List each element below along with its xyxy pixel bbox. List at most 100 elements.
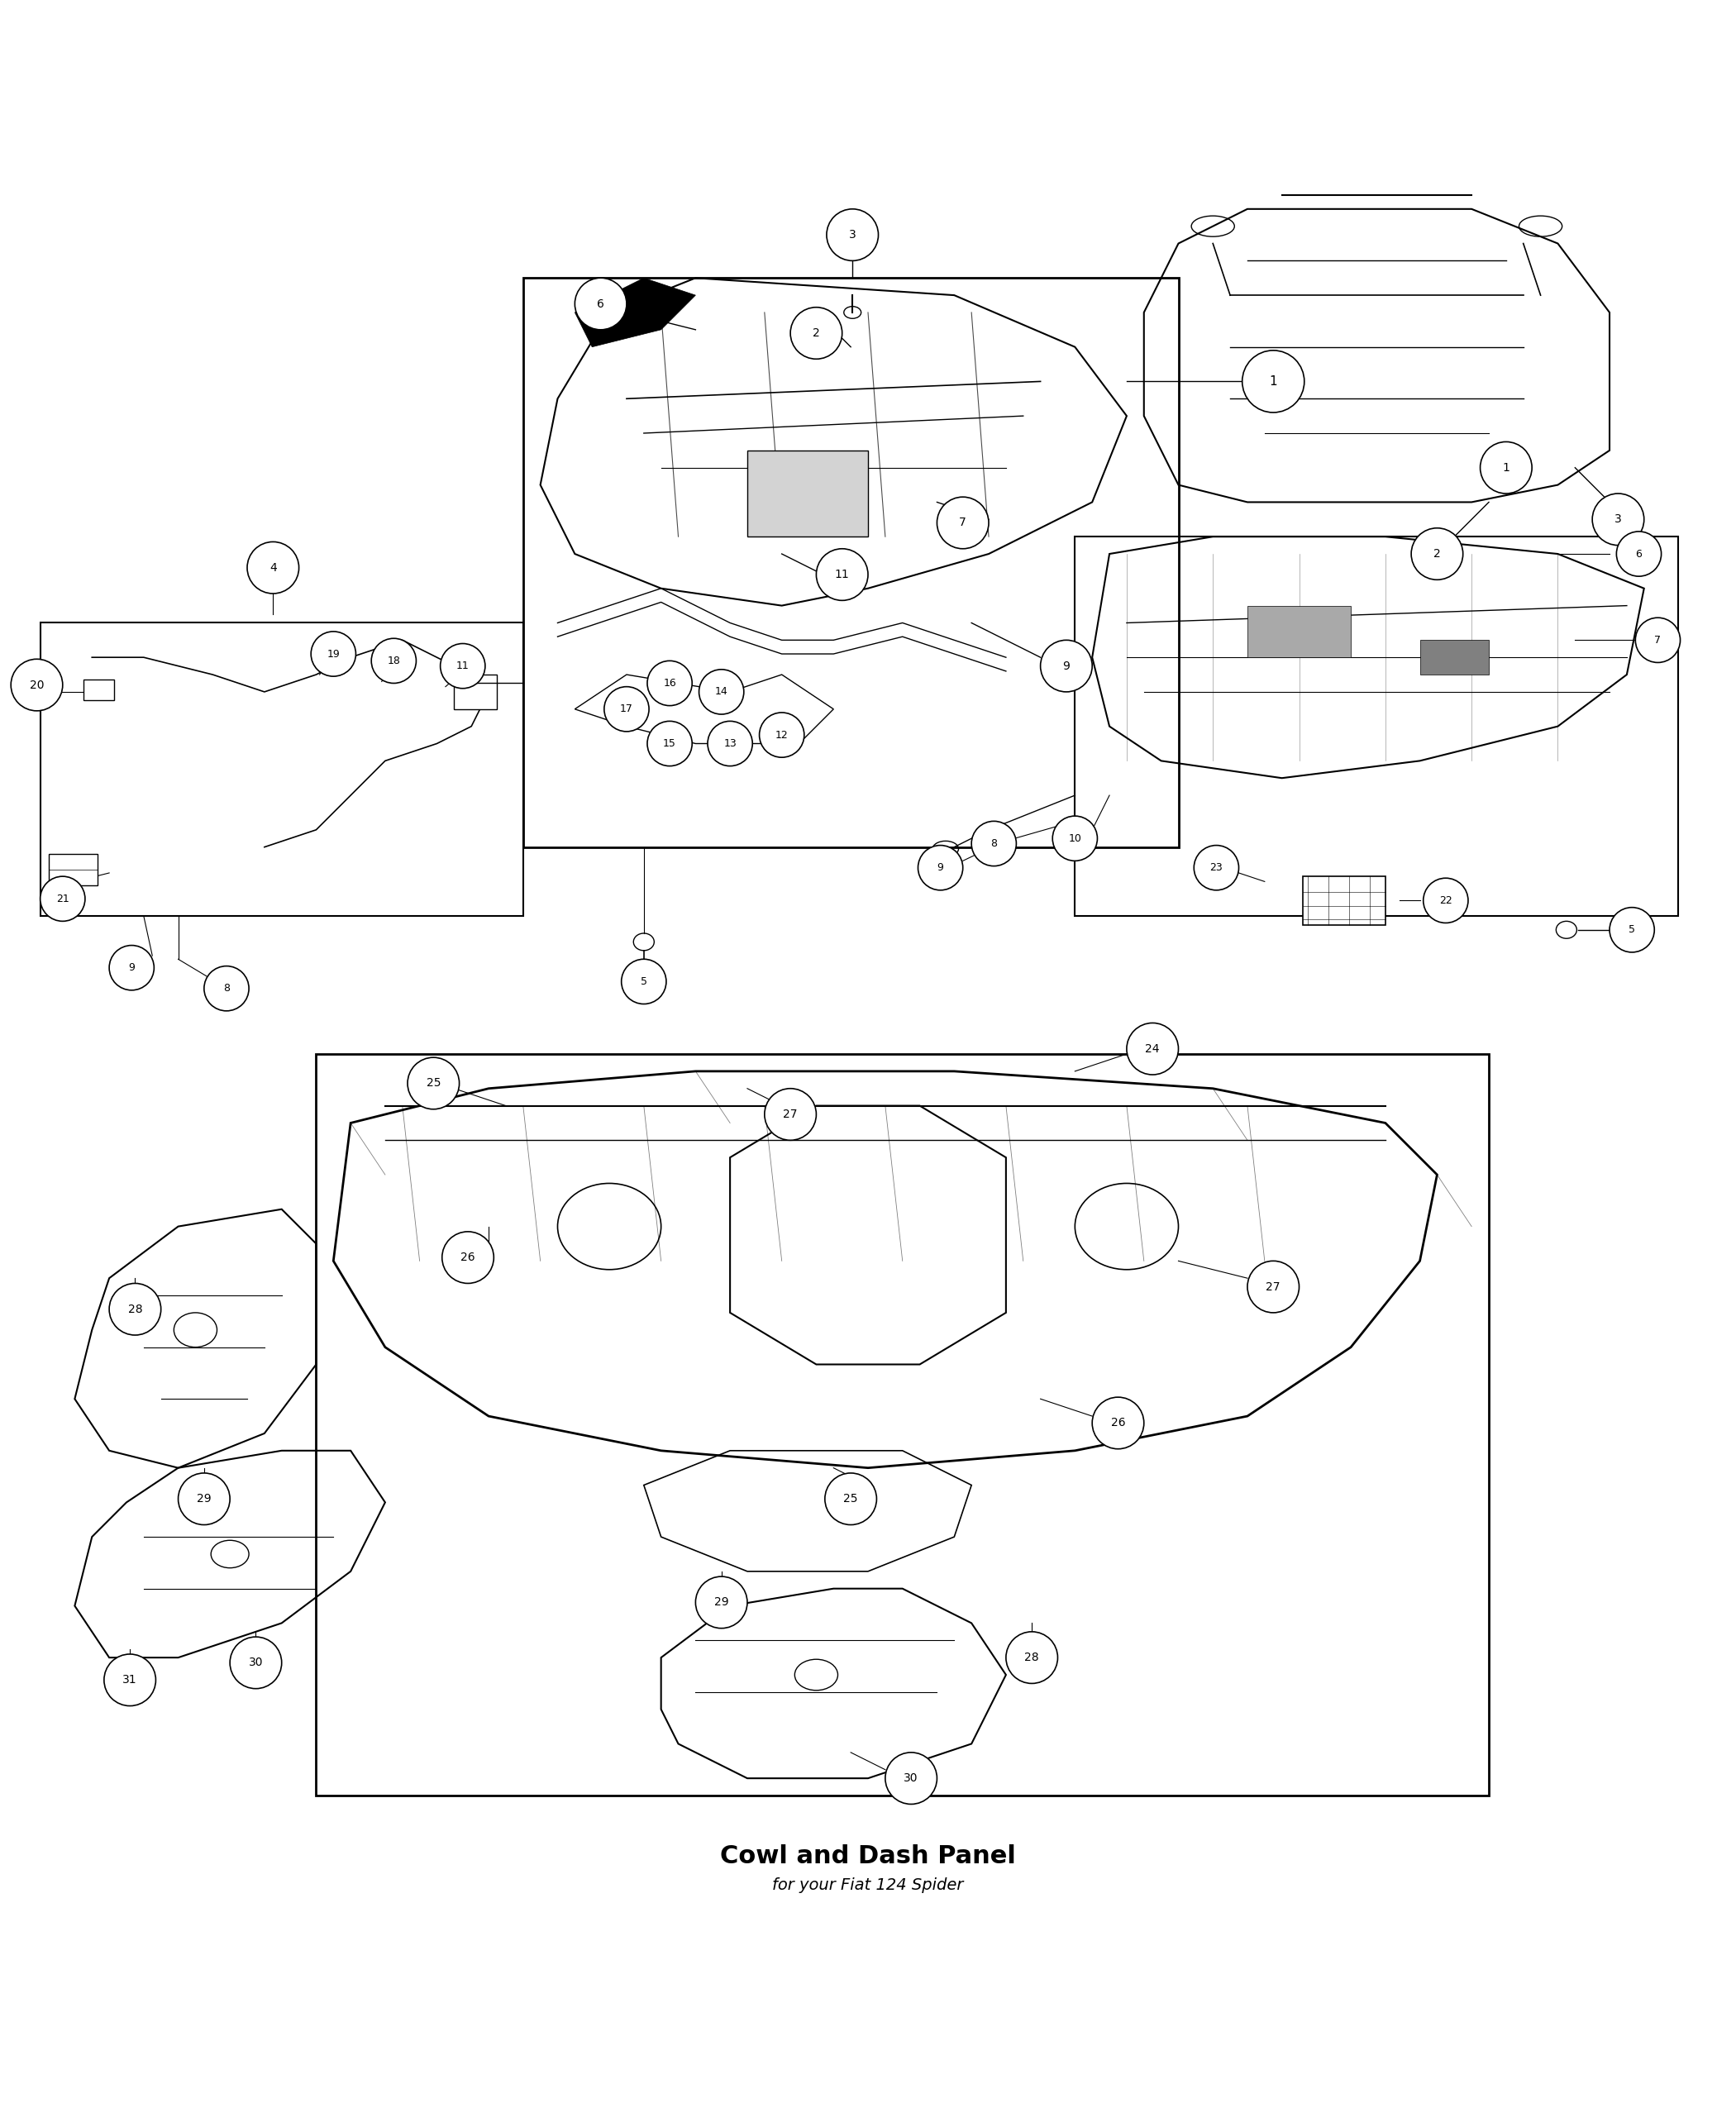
Circle shape <box>1592 493 1644 546</box>
Bar <box>316 1054 1489 1796</box>
Text: 30: 30 <box>904 1773 918 1783</box>
Text: 3: 3 <box>849 230 856 240</box>
Circle shape <box>937 497 990 548</box>
Circle shape <box>247 542 299 594</box>
Text: 9: 9 <box>1062 660 1069 672</box>
Circle shape <box>918 845 963 890</box>
Bar <box>455 675 496 708</box>
Text: 11: 11 <box>835 569 849 580</box>
Circle shape <box>759 713 804 757</box>
Circle shape <box>885 1752 937 1804</box>
Text: 19: 19 <box>326 649 340 660</box>
Circle shape <box>1411 527 1463 580</box>
Circle shape <box>826 209 878 261</box>
Circle shape <box>764 1088 816 1140</box>
Circle shape <box>1609 906 1654 953</box>
Text: 20: 20 <box>30 679 43 691</box>
Text: 16: 16 <box>663 679 677 689</box>
Circle shape <box>1052 816 1097 860</box>
Text: 23: 23 <box>1210 862 1222 873</box>
Circle shape <box>311 632 356 677</box>
Text: 14: 14 <box>715 687 727 698</box>
Text: 4: 4 <box>269 563 276 573</box>
Circle shape <box>1092 1398 1144 1448</box>
Bar <box>40 622 523 917</box>
Bar <box>1302 877 1385 925</box>
Circle shape <box>575 278 627 329</box>
Text: 11: 11 <box>457 660 469 670</box>
Text: 1: 1 <box>1269 375 1278 388</box>
Circle shape <box>1481 443 1531 493</box>
Text: 8: 8 <box>224 982 229 993</box>
Text: for your Fiat 124 Spider: for your Fiat 124 Spider <box>773 1878 963 1893</box>
Text: 7: 7 <box>1654 635 1661 645</box>
Text: 1: 1 <box>1502 462 1510 474</box>
Text: 29: 29 <box>713 1596 729 1608</box>
Circle shape <box>1127 1022 1179 1075</box>
Text: 25: 25 <box>427 1077 441 1090</box>
Text: 8: 8 <box>991 839 996 850</box>
Circle shape <box>205 965 248 1012</box>
Text: 13: 13 <box>724 738 736 748</box>
Circle shape <box>1635 618 1680 662</box>
Text: 2: 2 <box>812 327 819 339</box>
Bar <box>1248 605 1351 658</box>
Text: 2: 2 <box>1434 548 1441 561</box>
Text: 28: 28 <box>1024 1653 1040 1663</box>
Text: 29: 29 <box>196 1492 212 1505</box>
Circle shape <box>179 1473 229 1524</box>
Bar <box>746 451 868 538</box>
Circle shape <box>1616 531 1661 575</box>
Text: 30: 30 <box>248 1657 264 1670</box>
Circle shape <box>825 1473 877 1524</box>
Circle shape <box>700 670 743 715</box>
Circle shape <box>109 944 155 991</box>
Text: 27: 27 <box>783 1109 797 1119</box>
Circle shape <box>441 643 484 689</box>
Circle shape <box>104 1655 156 1705</box>
Text: 27: 27 <box>1266 1282 1281 1292</box>
Text: 6: 6 <box>1635 548 1642 559</box>
Circle shape <box>972 822 1016 866</box>
Circle shape <box>443 1231 493 1284</box>
Text: 10: 10 <box>1068 833 1082 843</box>
Text: Cowl and Dash Panel: Cowl and Dash Panel <box>720 1844 1016 1868</box>
Text: 9: 9 <box>937 862 944 873</box>
Text: 26: 26 <box>1111 1417 1125 1429</box>
Text: 18: 18 <box>387 656 401 666</box>
Circle shape <box>1194 845 1240 890</box>
Text: 15: 15 <box>663 738 677 748</box>
Circle shape <box>790 308 842 358</box>
Circle shape <box>621 959 667 1003</box>
Text: 12: 12 <box>776 729 788 740</box>
Text: 24: 24 <box>1146 1043 1160 1054</box>
Circle shape <box>696 1577 746 1627</box>
Bar <box>1420 641 1489 675</box>
Text: 22: 22 <box>1439 896 1453 906</box>
Text: 26: 26 <box>460 1252 476 1263</box>
Text: 17: 17 <box>620 704 634 715</box>
Polygon shape <box>575 278 696 348</box>
Bar <box>83 679 115 700</box>
Text: 9: 9 <box>128 963 135 974</box>
Circle shape <box>10 660 62 710</box>
Circle shape <box>1424 879 1469 923</box>
Text: 5: 5 <box>1628 925 1635 936</box>
Text: 6: 6 <box>597 297 604 310</box>
Circle shape <box>648 660 693 706</box>
Circle shape <box>816 548 868 601</box>
Bar <box>1075 538 1679 917</box>
Circle shape <box>604 687 649 731</box>
Circle shape <box>109 1284 161 1334</box>
Bar <box>49 854 97 885</box>
Text: 7: 7 <box>960 516 967 529</box>
Circle shape <box>1243 350 1304 413</box>
Circle shape <box>229 1638 281 1689</box>
Bar <box>523 278 1179 847</box>
Text: 31: 31 <box>123 1674 137 1686</box>
Text: 28: 28 <box>128 1303 142 1315</box>
Text: 5: 5 <box>641 976 648 987</box>
Circle shape <box>708 721 752 765</box>
Text: 25: 25 <box>844 1492 858 1505</box>
Text: 21: 21 <box>56 894 69 904</box>
